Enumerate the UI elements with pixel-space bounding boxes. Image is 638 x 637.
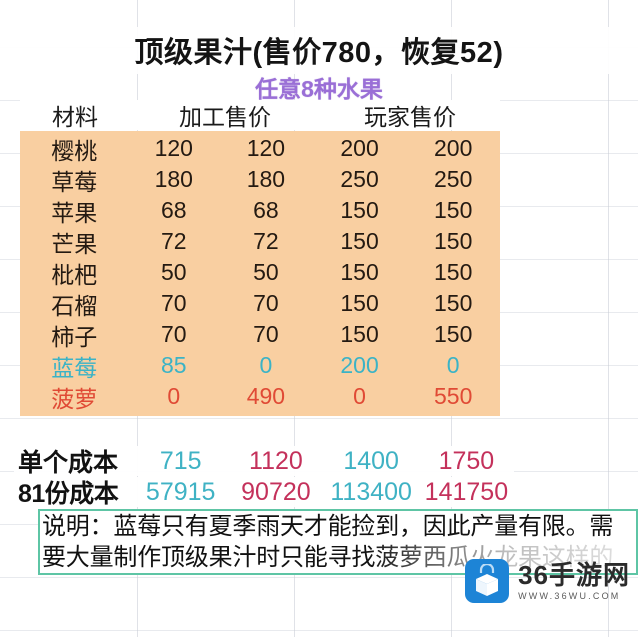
table-header-material: 材料	[52, 104, 98, 130]
row-cell-process-1: 70	[160, 321, 187, 347]
row-cell-player-2: 150	[434, 259, 473, 285]
row-material-name: 芒果	[51, 230, 98, 257]
note-line-1: 说明：蓝莓只有夏季雨天才能捡到，因此产量有限。需	[42, 513, 614, 540]
row-cell-process-2: 490	[246, 383, 286, 409]
table-row: 樱桃 120 120 200 200	[20, 133, 500, 164]
table-row: 芒果 72 72 150 150	[20, 226, 500, 257]
row-cell-player-1: 200	[340, 352, 379, 378]
row-cell-player-1: 150	[340, 321, 379, 347]
table-row: 柿子 70 70 150 150	[20, 319, 500, 350]
summary-value-4: 1750	[438, 446, 495, 475]
row-cell-process-2: 72	[253, 228, 279, 254]
row-material-name: 苹果	[51, 199, 98, 226]
row-material-name: 草莓	[51, 168, 98, 195]
page-subtitle: 任意8种水果	[255, 76, 383, 102]
row-cell-player-1: 150	[340, 259, 379, 285]
row-cell-player-1: 250	[340, 166, 379, 192]
note-line-2: 要大量制作顶级果汁时只能寻找菠萝西瓜火龙果这样的	[42, 544, 614, 571]
row-cell-player-1: 150	[340, 290, 379, 316]
summary-row-81-portions-cost: 81份成本 57915 90720 113400 141750	[14, 477, 514, 508]
row-cell-player-2: 150	[434, 197, 473, 223]
row-cell-process-1: 0	[167, 383, 181, 409]
row-material-name: 蓝莓	[51, 354, 98, 381]
row-cell-player-1: 150	[340, 197, 379, 223]
summary-value-3: 1400	[343, 446, 399, 475]
row-cell-player-1: 200	[340, 135, 379, 161]
table-header-row: 材料 加工售价 玩家售价	[20, 100, 500, 130]
row-cell-player-2: 0	[446, 352, 460, 378]
watermark-text: 36手游网 WWW.36WU.COM	[518, 562, 630, 601]
row-cell-player-1: 0	[353, 383, 366, 409]
table-header-player-price: 玩家售价	[364, 104, 456, 130]
summary-value-2: 90720	[241, 477, 311, 506]
summary-value-3: 113400	[330, 477, 412, 506]
watermark: 36手游网 WWW.36WU.COM	[465, 559, 630, 603]
row-cell-player-2: 150	[434, 228, 473, 254]
watermark-url: WWW.36WU.COM	[518, 590, 621, 601]
row-cell-process-2: 70	[253, 290, 279, 316]
row-material-name: 柿子	[51, 323, 98, 350]
row-cell-process-1: 68	[160, 197, 187, 223]
row-cell-process-2: 68	[253, 197, 279, 223]
summary-value-4: 141750	[424, 477, 509, 506]
watermark-name: 36手游网	[518, 559, 630, 590]
summary-label: 单个成本	[18, 449, 119, 477]
summary-value-1: 57915	[145, 477, 216, 506]
summary-value-1: 715	[159, 446, 202, 475]
app-box-icon	[465, 559, 510, 603]
row-cell-process-1: 72	[160, 228, 187, 254]
row-cell-player-2: 200	[434, 135, 473, 161]
row-material-name: 菠萝	[51, 385, 98, 412]
box-glyph-icon	[476, 564, 499, 596]
table-row: 石榴 70 70 150 150	[20, 288, 500, 319]
summary-label: 81份成本	[18, 480, 119, 508]
row-cell-process-1: 50	[160, 259, 187, 285]
row-material-name: 樱桃	[51, 137, 98, 164]
row-material-name: 枇杷	[51, 261, 98, 288]
row-cell-player-2: 150	[434, 321, 473, 347]
table-header-process-price: 加工售价	[179, 104, 271, 130]
row-cell-process-1: 85	[160, 352, 187, 378]
summary-row-unit-cost: 单个成本 715 1120 1400 1750	[14, 446, 514, 477]
table-row-pineapple: 菠萝 0 490 0 550	[20, 381, 500, 412]
row-cell-process-2: 70	[253, 321, 279, 347]
table-row-blueberry: 蓝莓 85 0 200 0	[20, 350, 500, 381]
table-row: 草莓 180 180 250 250	[20, 164, 500, 195]
table-row: 枇杷 50 50 150 150	[20, 257, 500, 288]
row-cell-player-1: 150	[340, 228, 379, 254]
row-cell-player-2: 550	[434, 383, 473, 409]
summary-value-2: 1120	[249, 446, 303, 475]
page-title: 顶级果汁(售价780，恢复52)	[0, 27, 638, 74]
row-cell-process-1: 120	[154, 135, 193, 161]
row-cell-process-2: 180	[246, 166, 286, 192]
row-cell-player-2: 150	[434, 290, 473, 316]
row-cell-process-1: 180	[154, 166, 193, 192]
table-body: 樱桃 120 120 200 200 草莓 180 180 250 250 苹果…	[20, 131, 500, 416]
row-cell-player-2: 250	[434, 166, 473, 192]
row-material-name: 石榴	[51, 292, 98, 319]
table-row: 苹果 68 68 150 150	[20, 195, 500, 226]
row-cell-process-2: 50	[253, 259, 279, 285]
row-cell-process-2: 0	[259, 352, 273, 378]
row-cell-process-2: 120	[246, 135, 286, 161]
note-box: 说明：蓝莓只有夏季雨天才能捡到，因此产量有限。需 要大量制作顶级果汁时只能寻找菠…	[38, 509, 638, 575]
row-cell-process-1: 70	[160, 290, 187, 316]
